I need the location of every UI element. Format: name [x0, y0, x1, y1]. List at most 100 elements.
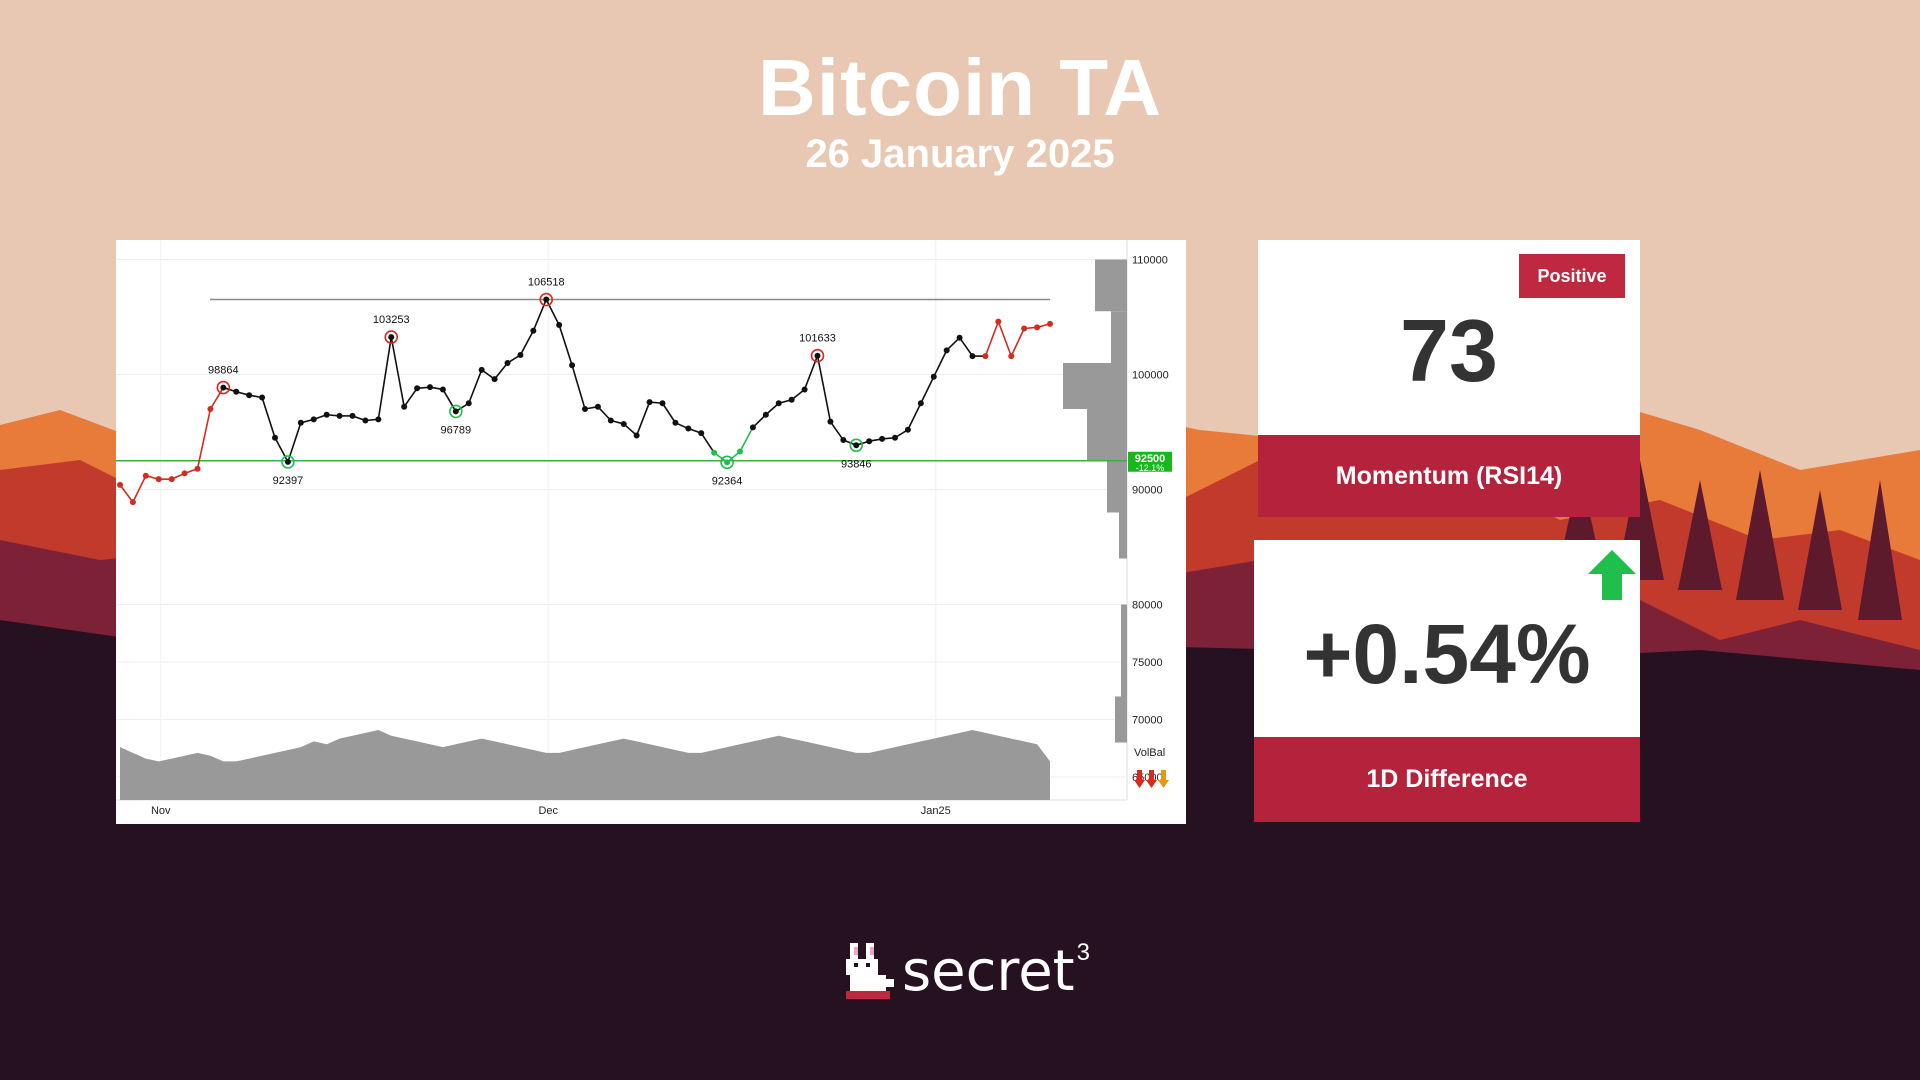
difference-value: +0.54%	[1303, 607, 1591, 701]
x-tick-label: Jan25	[921, 805, 951, 817]
price-line-segment	[571, 365, 586, 410]
price-line-segment	[1010, 328, 1025, 357]
volume-profile-bar	[1119, 512, 1127, 559]
difference-panel: +0.54% 1D Difference	[1254, 540, 1640, 822]
price-line-segment	[597, 406, 612, 422]
price-point	[246, 392, 253, 399]
price-point	[349, 412, 356, 419]
price-line-segment	[816, 355, 832, 422]
price-line-segment	[661, 402, 677, 424]
price-line-segment	[635, 401, 651, 436]
price-point	[336, 412, 343, 419]
volume-profile-bar	[1115, 696, 1127, 743]
price-point	[724, 459, 731, 466]
price-line-segment	[287, 422, 302, 463]
price-point	[272, 434, 278, 441]
rsi-status-badge: Positive	[1519, 254, 1625, 298]
price-point	[517, 351, 524, 358]
logo-superscript: 3	[1076, 939, 1090, 966]
y-tick-label: 90000	[1132, 485, 1163, 497]
volume-profile-bar	[1121, 604, 1127, 697]
price-point	[569, 362, 576, 369]
price-point	[620, 420, 627, 427]
price-point	[1047, 320, 1053, 327]
annotation-label: 92364	[712, 475, 743, 487]
page-date: 26 January 2025	[805, 132, 1115, 176]
price-point	[194, 465, 201, 472]
price-point	[801, 386, 808, 393]
price-point	[879, 435, 886, 442]
price-point	[969, 353, 976, 360]
volume-profile-bar	[1111, 311, 1127, 363]
price-point	[582, 406, 588, 412]
annotation-circle	[539, 292, 554, 307]
price-point	[904, 426, 911, 433]
price-point	[698, 430, 705, 437]
price-point	[917, 400, 924, 407]
price-point	[930, 373, 937, 380]
price-point	[414, 385, 421, 392]
logo-text: secret	[902, 938, 1075, 1004]
price-point	[866, 438, 873, 445]
price-point	[685, 425, 692, 432]
price-point	[711, 449, 718, 456]
price-point	[465, 400, 472, 407]
price-point	[401, 403, 408, 410]
price-point	[543, 296, 550, 303]
volume-arrow-icon	[1158, 770, 1169, 788]
current-price-change: -12.1%	[1136, 463, 1165, 473]
current-price-label: 92500	[1135, 453, 1166, 465]
annotation-label: 106518	[528, 277, 565, 289]
up-arrow-icon	[1588, 550, 1636, 600]
price-line-segment	[132, 475, 147, 503]
price-point	[129, 499, 136, 506]
price-point	[168, 476, 175, 483]
y-tick-label: 70000	[1132, 715, 1163, 727]
price-point	[814, 352, 821, 359]
price-line-segment	[984, 321, 1000, 357]
price-point	[530, 327, 537, 334]
price-point	[427, 384, 433, 391]
page-title: Bitcoin TA	[757, 43, 1163, 132]
price-point	[762, 411, 769, 418]
price-point	[284, 458, 291, 465]
price-point	[943, 347, 950, 354]
annotation-circle	[216, 380, 231, 395]
annotation-circle	[449, 404, 463, 419]
price-chart-card: 92500 -12.1% 98864 92397 103253 96789 106518 9…	[116, 240, 1186, 824]
volume-profile-bar	[1107, 460, 1127, 513]
brand-logo: secret 3	[842, 938, 1090, 1004]
price-point	[504, 360, 511, 366]
annotation-circle	[281, 455, 295, 469]
price-point	[310, 416, 317, 423]
price-point	[323, 411, 330, 418]
price-point	[633, 432, 640, 439]
y-tick-label: 100000	[1132, 370, 1169, 382]
annotation-label: 98864	[208, 365, 239, 377]
price-point	[840, 437, 847, 444]
current-price-marker	[1128, 451, 1172, 472]
annotation-label: 96789	[441, 424, 472, 436]
price-point	[827, 418, 834, 425]
price-line-segment	[274, 437, 289, 463]
price-point	[749, 424, 756, 431]
price-point	[259, 394, 266, 401]
price-line-segment	[739, 427, 754, 452]
price-point	[491, 376, 498, 383]
price-line-segment	[907, 402, 922, 431]
rabbit-icon	[846, 943, 894, 999]
annotation-circle	[384, 330, 399, 344]
price-point	[1034, 324, 1041, 331]
price-line-segment	[958, 337, 974, 357]
annotation-circle	[849, 438, 864, 453]
price-point	[956, 334, 963, 341]
price-point	[646, 399, 653, 406]
rsi-value: 73	[1400, 301, 1498, 400]
price-point	[220, 384, 227, 391]
price-chart: 92500-12.1% 98864 92397 103253 96789 106518 9…	[116, 240, 1172, 817]
x-tick-label: Nov	[151, 805, 171, 817]
y-tick-label: 75000	[1132, 657, 1163, 669]
rsi-label: Momentum (RSI14)	[1258, 435, 1640, 517]
price-line-segment	[558, 324, 573, 366]
annotation-circle	[810, 348, 825, 363]
